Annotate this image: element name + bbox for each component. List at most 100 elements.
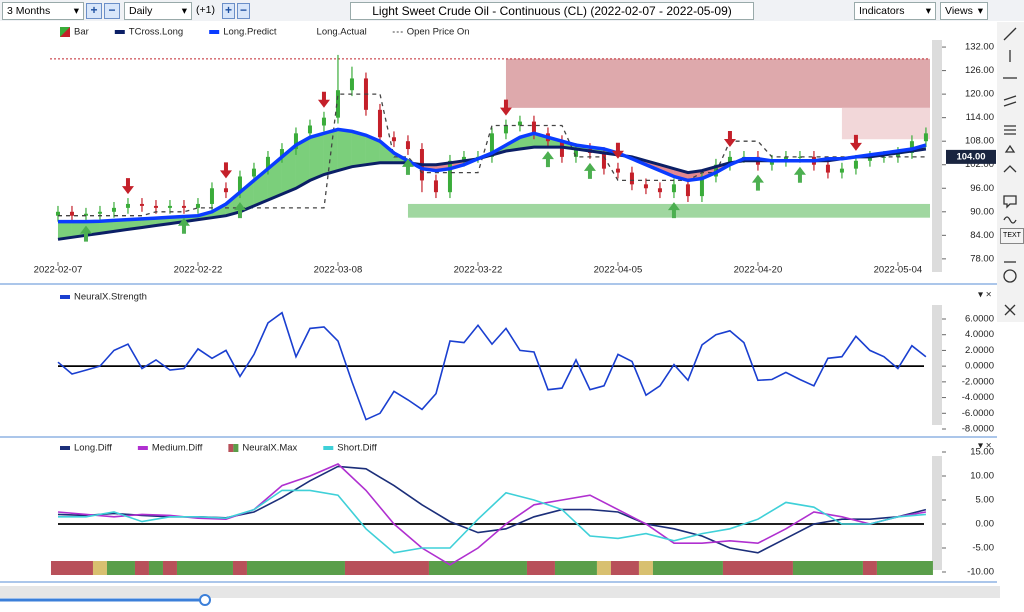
strip-segment xyxy=(554,561,597,575)
candle-body xyxy=(727,156,732,165)
y-tick-label: 2.0000 xyxy=(965,345,994,356)
legend-label: Short.Diff xyxy=(337,443,377,454)
up-arrow xyxy=(233,202,246,219)
legend-label: NeuralX.Strength xyxy=(74,292,147,303)
candle-body xyxy=(181,205,186,208)
candle-body xyxy=(615,168,620,173)
indicators-menu[interactable]: Indicators ▾ xyxy=(854,2,936,20)
views-menu[interactable]: Views ▾ xyxy=(940,2,988,20)
series-line xyxy=(58,127,927,224)
strip-segment xyxy=(148,561,163,575)
candle-body xyxy=(265,156,270,169)
candle-body xyxy=(335,90,340,118)
up-arrow xyxy=(751,174,764,191)
offset-minus[interactable]: − xyxy=(237,3,250,19)
candle-body xyxy=(447,160,452,193)
tool-icon xyxy=(1003,165,1017,173)
candle-body xyxy=(139,203,144,206)
candle-body xyxy=(699,176,704,197)
candle-body xyxy=(685,184,690,197)
candle-body xyxy=(895,152,900,157)
legend-swatch xyxy=(114,30,125,34)
zone xyxy=(407,203,930,218)
candle-body xyxy=(55,211,60,216)
strip-segment xyxy=(106,561,135,575)
tool-icon xyxy=(1003,95,1017,107)
down-arrow xyxy=(723,131,736,147)
x-tick-label: 2022-04-20 xyxy=(734,265,783,276)
y-tick-label: 78.00 xyxy=(970,253,994,264)
strip-segment xyxy=(722,561,793,575)
down-arrow xyxy=(849,134,862,151)
strip-segment xyxy=(134,561,149,575)
x-tick-label: 2022-04-05 xyxy=(594,265,643,276)
candle-body xyxy=(125,203,130,208)
y-tick-label: 132.00 xyxy=(965,42,994,53)
tool-icon xyxy=(1003,195,1017,209)
area-fill xyxy=(673,168,688,181)
series-line xyxy=(57,465,927,554)
y-tick-label: -6.0000 xyxy=(962,408,994,419)
up-arrow xyxy=(793,166,806,183)
candle-body xyxy=(433,180,438,193)
candle-body xyxy=(923,133,928,142)
up-arrow xyxy=(79,225,92,242)
scroll-column xyxy=(932,305,942,425)
interval-select[interactable]: Daily ▾ xyxy=(124,2,192,20)
legend-label: Long.Diff xyxy=(74,443,112,454)
candle-body xyxy=(349,78,354,91)
series-line xyxy=(57,311,927,421)
candle-body xyxy=(251,168,256,177)
tool-icon xyxy=(1003,269,1017,283)
y-tick-label: 120.00 xyxy=(965,89,994,100)
legend-label: Medium.Diff xyxy=(152,443,203,454)
down-arrow xyxy=(121,178,134,195)
text-tool[interactable]: TEXT xyxy=(1000,228,1024,244)
up-arrow xyxy=(583,162,596,179)
candle-body xyxy=(223,188,228,193)
y-tick-label: 108.00 xyxy=(965,136,994,147)
offset-label: (+1) xyxy=(196,4,215,16)
candle-body xyxy=(867,156,872,161)
candle-body xyxy=(321,117,326,126)
candle-body xyxy=(209,188,214,204)
candle-body xyxy=(517,121,522,126)
x-tick-label: 2022-02-22 xyxy=(174,265,223,276)
x-tick-label: 2022-03-22 xyxy=(454,265,503,276)
legend-swatch xyxy=(137,446,148,450)
up-arrow xyxy=(401,158,414,175)
scroll-column xyxy=(932,456,942,570)
series-line xyxy=(58,489,926,554)
candle-body xyxy=(153,205,158,208)
candle-body xyxy=(797,156,802,158)
area-fill xyxy=(309,133,324,181)
candle-body xyxy=(293,133,298,150)
strip-segment xyxy=(50,561,93,575)
strip-segment xyxy=(638,561,653,575)
scroll-handle xyxy=(199,594,211,606)
views-label: Views xyxy=(945,5,973,17)
candle-body xyxy=(769,160,774,165)
legend-label: Long.Actual xyxy=(317,27,367,38)
area-fill xyxy=(379,141,394,163)
chart-title: Light Sweet Crude Oil - Continuous (CL) … xyxy=(350,2,754,20)
offset-plus[interactable]: + xyxy=(222,3,235,19)
zoom-in[interactable]: + xyxy=(86,3,102,19)
candle-body xyxy=(489,133,494,157)
area-fill xyxy=(57,221,72,240)
range-select[interactable]: 3 Months ▾ xyxy=(2,2,84,20)
candle-body xyxy=(909,141,914,153)
y-tick-label: -5.00 xyxy=(972,543,994,554)
y-tick-label: -8.0000 xyxy=(962,424,994,435)
area-fill xyxy=(351,131,366,167)
area-fill xyxy=(239,180,254,212)
zoom-out[interactable]: − xyxy=(104,3,120,19)
y-tick-label: 4.0000 xyxy=(965,329,994,340)
down-arrow xyxy=(317,91,330,108)
candle-body xyxy=(503,125,508,134)
y-tick-label: 114.00 xyxy=(966,112,994,123)
y-tick-label: 90.00 xyxy=(970,206,994,217)
strip-segment xyxy=(246,561,345,575)
last-price-label: 104.00 xyxy=(956,151,985,162)
candle-body xyxy=(237,176,242,193)
